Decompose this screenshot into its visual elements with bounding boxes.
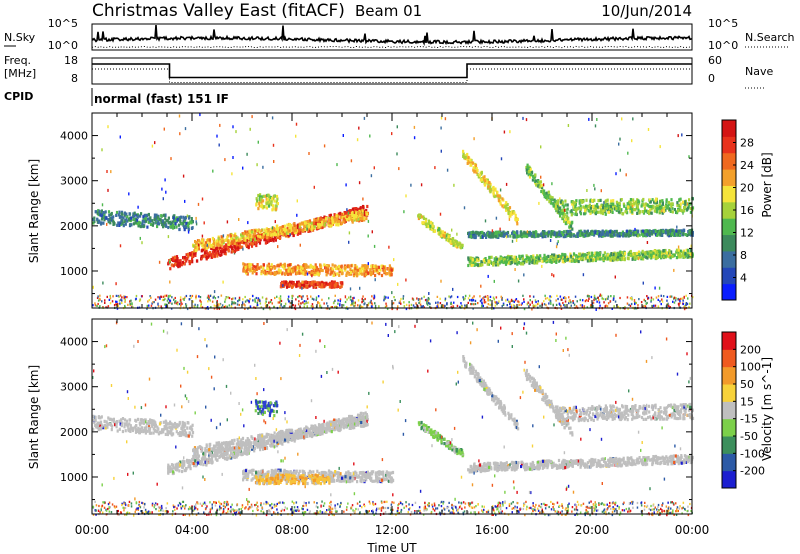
power-ytick-label: 2000	[60, 220, 88, 233]
velocity-colorbar-segment	[722, 401, 736, 420]
velocity-colorbar-tick-label: -100	[740, 447, 765, 460]
velocity-colorbar-segment	[722, 436, 736, 454]
velocity-colorbar-tick-label: -15	[740, 413, 758, 426]
velocity-colorbar-tick-label: 100	[740, 361, 761, 374]
velocity-ytick-label: 1000	[60, 471, 88, 484]
nave-tick-bottom: 0	[708, 72, 715, 85]
nave-tick-top: 60	[708, 54, 722, 67]
power-colorbar-tick-label: 24	[740, 159, 754, 172]
time-tick-label: 00:00	[75, 523, 110, 537]
nsearch-tick-top: 10^5	[708, 17, 738, 30]
velocity-colorbar-tick-label: -50	[740, 430, 758, 443]
velocity-image	[92, 320, 695, 517]
nave-label: Nave	[745, 65, 773, 78]
power-colorbar-segment	[722, 169, 736, 186]
power-colorbar-tick-label: 16	[740, 204, 754, 217]
velocity-colorbar-segment	[722, 366, 736, 385]
velocity-colorbar-segment	[722, 453, 736, 472]
nsky-panel-frame	[91, 23, 693, 51]
time-tick-label: 16:00	[475, 523, 510, 537]
freq-trace	[92, 63, 692, 79]
power-image	[92, 113, 695, 311]
date-label: 10/Jun/2014	[601, 2, 692, 20]
power-colorbar-segment	[722, 136, 736, 154]
velocity-ytick-label: 4000	[60, 336, 88, 349]
nsky-trace	[91, 24, 693, 46]
cpid-text: normal (fast) 151 IF	[94, 92, 229, 106]
power-colorbar-segment	[722, 234, 736, 252]
power-colorbar-tick-label: 20	[740, 182, 754, 195]
time-tick-label: 08:00	[275, 523, 310, 537]
radar-title: Christmas Valley East (fitACF)	[92, 1, 345, 21]
freq-tick-bottom: 8	[71, 72, 78, 85]
freq-label: Freq.	[4, 54, 31, 67]
time-tick-label: 00:00	[675, 523, 710, 537]
power-colorbar-tick-label: 4	[740, 272, 747, 285]
time-tick-label: 20:00	[575, 523, 610, 537]
velocity-colorbar-segment	[722, 418, 736, 437]
time-tick-label: 12:00	[375, 523, 410, 537]
power-colorbar-tick-label: 8	[740, 249, 747, 262]
velocity-colorbar-tick-label: 15	[740, 395, 754, 408]
nsearch-label: N.Search	[745, 31, 795, 44]
nsky-label: N.Sky	[4, 31, 36, 44]
power-ytick-label: 4000	[60, 130, 88, 143]
power-colorbar-tick-label: 28	[740, 137, 754, 150]
power-ytick-label: 3000	[60, 175, 88, 188]
power-colorbar-tick-label: 12	[740, 227, 754, 240]
time-tick-label: 04:00	[175, 523, 210, 537]
velocity-panel-ylabel: Slant Range [km]	[27, 365, 41, 469]
nsearch-trace	[91, 45, 693, 49]
velocity-colorbar-tick-label: -200	[740, 465, 765, 478]
power-ytick-label: 1000	[60, 265, 88, 278]
power-colorbar-segment	[722, 185, 736, 203]
velocity-colorbar-segment	[722, 384, 736, 402]
cpid-label: CPID	[4, 90, 33, 103]
velocity-colorbar-segment	[722, 470, 736, 489]
power-colorbar-segment	[722, 218, 736, 236]
power-colorbar-segment	[722, 120, 736, 137]
beam-label: Beam 01	[355, 2, 422, 20]
power-panel-ylabel: Slant Range [km]	[27, 159, 41, 263]
power-colorbar-segment	[722, 250, 736, 268]
power-colorbar-label: Power [dB]	[760, 152, 774, 217]
freq-panel-frame	[91, 57, 693, 85]
power-colorbar-segment	[722, 152, 736, 170]
velocity-colorbar-tick-label: 50	[740, 378, 754, 391]
velocity-ytick-label: 2000	[60, 426, 88, 439]
nsearch-tick-bottom: 10^0	[708, 39, 738, 52]
power-colorbar-segment	[722, 201, 736, 219]
freq-unit-label: [MHz]	[4, 67, 36, 80]
velocity-colorbar-segment	[722, 332, 736, 350]
data-layer	[91, 24, 695, 517]
velocity-colorbar-segment	[722, 349, 736, 368]
nsky-tick-bottom: 10^0	[48, 39, 78, 52]
velocity-colorbar-tick-label: 200	[740, 343, 761, 356]
axes-layer: 1000200030004000481216202428100020003000…	[4, 23, 790, 537]
velocity-ytick-label: 3000	[60, 381, 88, 394]
x-axis-label: Time UT	[366, 541, 417, 554]
freq-tick-top: 18	[64, 54, 78, 67]
velocity-colorbar-frame	[721, 331, 737, 489]
nave-trace	[92, 68, 692, 83]
nsky-tick-top: 10^5	[48, 17, 78, 30]
power-colorbar-segment	[722, 283, 736, 301]
power-colorbar-segment	[722, 267, 736, 285]
velocity-colorbar-label: Velocity [m s^-1]	[760, 357, 774, 461]
